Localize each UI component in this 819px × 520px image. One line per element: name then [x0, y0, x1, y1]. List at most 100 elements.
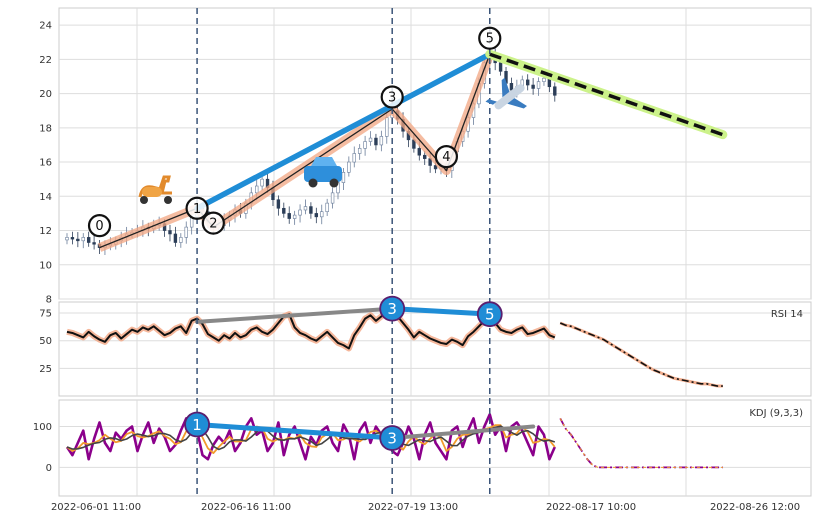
car-roof: [311, 157, 337, 166]
wave-point-label: 4: [442, 150, 450, 165]
wave-point-marker: [434, 145, 458, 169]
airplane-wing: [507, 98, 527, 109]
candle-body: [65, 237, 69, 241]
scooter-body: [142, 187, 162, 197]
candle-body: [292, 214, 297, 219]
candle-body: [509, 83, 514, 91]
kdj-label: KDJ (9,3,3): [749, 408, 803, 419]
wave-point-label: 5: [486, 32, 494, 47]
candle-body: [260, 178, 264, 187]
rsi-trend-line: [389, 306, 493, 317]
candle-body: [276, 199, 281, 209]
trend-line: [194, 51, 493, 212]
wave-point-marker: [87, 214, 112, 238]
scooter-frame: [138, 175, 172, 198]
rsi-divergence-line: [195, 306, 395, 324]
rsi-line: [66, 312, 556, 350]
projection-line: [489, 52, 724, 137]
wave-point-label: 0: [95, 219, 103, 234]
kdj-layer: [65, 412, 723, 469]
candle-body: [325, 202, 329, 212]
candle-body: [303, 206, 308, 211]
x-tick-label: 2022-08-26 12:00: [710, 502, 800, 513]
price-tick-label: 18: [39, 123, 52, 134]
candle-body: [330, 192, 335, 204]
candle-body: [320, 211, 324, 218]
indicator-badge: [379, 425, 406, 451]
candle-body: [287, 213, 291, 219]
scooter-wheel: [164, 196, 172, 204]
price-tick-label: 22: [39, 55, 52, 66]
indicator-badge-label: 3: [387, 429, 397, 447]
wave-point-marker: [201, 211, 225, 235]
kdj-tick-label: 0: [46, 463, 52, 474]
kdj-d-line: [66, 425, 556, 451]
rsi-forecast-line: [559, 322, 723, 387]
kdj-trend-line: [194, 422, 395, 441]
wave-point-marker: [380, 85, 404, 109]
kdj-tick-label: 100: [33, 422, 52, 433]
kdj-forecast-k: [559, 418, 723, 468]
candle-body: [86, 237, 91, 243]
airplane-fuselage: [494, 84, 525, 110]
candle-body: [298, 209, 302, 216]
scooter-icon: [138, 175, 172, 204]
candle-body: [423, 154, 427, 159]
price-tick-label: 24: [39, 21, 52, 32]
candle-body: [92, 242, 96, 245]
rsi-layer: [66, 306, 723, 388]
candle-body: [531, 84, 535, 89]
indicator-badge-label: 1: [192, 416, 202, 434]
kdj-divergence-line: [390, 424, 536, 440]
wave-point-marker: [185, 196, 209, 220]
rsi-tick-label: 50: [39, 336, 52, 347]
candle-body: [347, 161, 351, 173]
candle-body: [341, 172, 346, 183]
indicator-badge: [184, 411, 210, 438]
airplane-tail: [485, 99, 497, 105]
rsi-tick-label: 75: [39, 309, 52, 320]
scooter-wheel: [140, 196, 148, 204]
candle-body: [498, 62, 503, 72]
price-tick-label: 10: [39, 260, 52, 271]
x-tick-label: 2022-08-17 10:00: [546, 502, 636, 513]
candle-body: [385, 117, 389, 137]
airplane-wing: [501, 77, 510, 98]
price-tick-label: 16: [39, 158, 52, 169]
candle-body: [417, 148, 421, 156]
wave-point-label: 2: [209, 217, 217, 232]
x-tick-label: 2022-07-19 13:00: [368, 502, 458, 513]
candle-body: [168, 230, 172, 235]
candle-body: [433, 165, 438, 170]
airplane-icon: [485, 77, 527, 110]
x-tick-label: 2022-06-01 11:00: [51, 502, 141, 513]
candle-body: [368, 137, 373, 142]
candle-body: [282, 207, 286, 214]
candle-body: [309, 206, 313, 214]
candle-body: [173, 233, 178, 243]
wave-point-label: 1: [193, 202, 201, 217]
candle-body: [184, 226, 188, 238]
kdj-j-line: [65, 412, 556, 461]
candle-body: [542, 77, 546, 82]
candle-body: [553, 86, 557, 96]
indicator-badge-label: 3: [387, 300, 397, 318]
price-tick-label: 8: [46, 295, 52, 306]
price-tick-label: 14: [39, 192, 52, 203]
candle-body: [81, 237, 85, 242]
price-layer: [65, 48, 728, 256]
candle-body: [179, 237, 183, 243]
car-wheel: [329, 178, 339, 188]
candle-body: [70, 237, 75, 240]
candle-body: [357, 148, 362, 154]
candle-body: [525, 79, 530, 86]
candle-body: [255, 185, 259, 194]
wave-point-marker: [478, 26, 502, 50]
candle-body: [76, 238, 80, 242]
price-tick-label: 20: [39, 89, 52, 100]
price-tick-label: 12: [39, 226, 52, 237]
